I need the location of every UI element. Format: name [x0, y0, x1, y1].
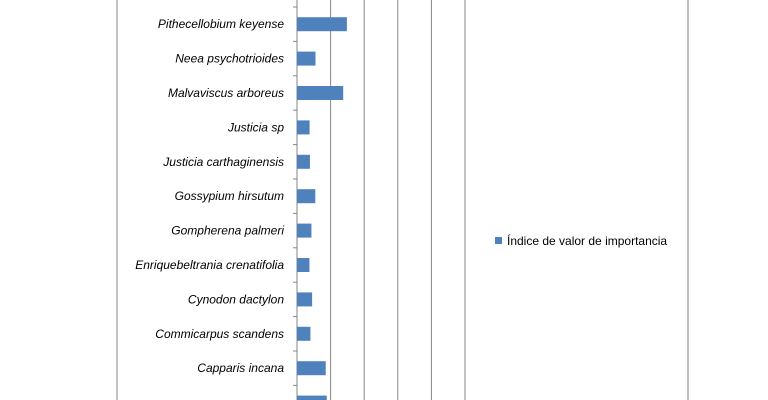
category-label: Gossypium hirsutum: [175, 189, 284, 203]
category-label: Pithecellobium keyense: [158, 17, 284, 31]
bar-series: [297, 17, 347, 400]
bar: [297, 189, 316, 204]
bar: [297, 258, 310, 272]
category-label: Enriquebeltrania crenatifolia: [135, 258, 284, 272]
category-label: Neea psychotrioides: [175, 52, 284, 66]
legend-swatch: [495, 237, 502, 244]
legend-entry-label: Índice de valor de importancia: [507, 233, 667, 248]
category-label: Justicia carthaginensis: [162, 155, 284, 169]
gridlines: [330, 0, 466, 400]
category-axis-ticks: [293, 6, 297, 386]
legend: Índice de valor de importancia: [495, 233, 667, 248]
bar: [297, 86, 344, 100]
bar: [297, 223, 312, 238]
bar: [297, 17, 347, 32]
category-label: Cynodon dactylon: [188, 292, 284, 306]
bar: [297, 120, 310, 135]
category-label: Commicarpus scandens: [155, 327, 284, 341]
bar: [297, 395, 327, 400]
category-label: Justicia sp: [227, 120, 284, 134]
chart-area-frame: [116, 0, 689, 400]
category-label: Capparis incana: [197, 361, 284, 375]
bar: [297, 51, 316, 66]
bar: [297, 292, 313, 307]
category-labels: Pithecellobium keyense Neea psychotrioide…: [135, 17, 284, 375]
category-label: Malvaviscus arboreus: [168, 86, 284, 100]
bar: [297, 154, 310, 169]
category-label: Gompherena palmeri: [171, 224, 284, 238]
bar: [297, 326, 311, 341]
bar: [297, 361, 326, 376]
